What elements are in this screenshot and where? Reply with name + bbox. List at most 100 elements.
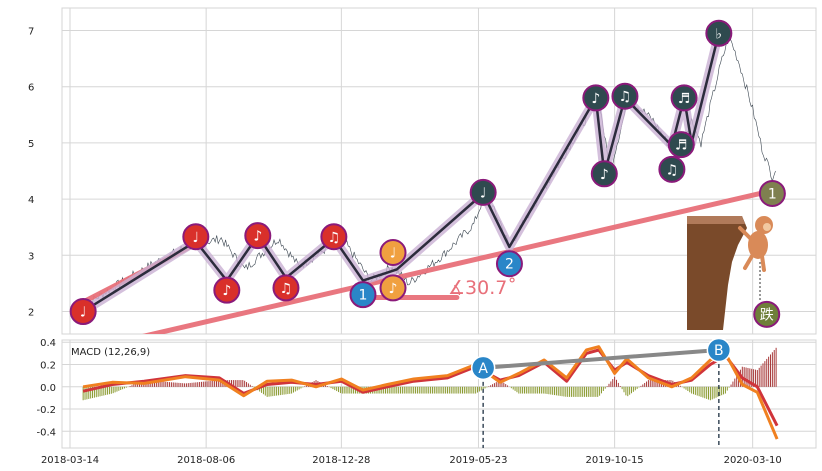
macd-hist-bar bbox=[431, 386, 433, 394]
macd-hist-bar bbox=[261, 386, 263, 393]
macd-hist-bar bbox=[768, 356, 770, 387]
macd-hist-bar bbox=[154, 380, 156, 387]
macd-hist-bar bbox=[231, 380, 233, 387]
macd-hist-bar bbox=[304, 386, 306, 387]
macd-hist-bar bbox=[531, 386, 533, 394]
macd-hist-bar bbox=[493, 383, 495, 387]
macd-hist-bar bbox=[572, 386, 574, 397]
note-marker-glyph: ♩ bbox=[390, 246, 397, 262]
macd-hist-bar bbox=[135, 383, 137, 387]
macd-hist-bar bbox=[646, 381, 648, 387]
macd-hist-bar bbox=[238, 380, 240, 387]
x-tick-label: 2019-10-15 bbox=[586, 455, 644, 466]
macd-hist-bar bbox=[642, 384, 644, 387]
x-tick-label: 2018-03-14 bbox=[41, 455, 99, 466]
macd-hist-bar bbox=[700, 386, 702, 397]
macd-hist-bar bbox=[347, 386, 349, 394]
macd-hist-bar bbox=[137, 382, 139, 387]
macd-hist-bar bbox=[492, 384, 494, 387]
note-marker bbox=[658, 155, 686, 183]
macd-hist-bar bbox=[242, 380, 244, 387]
macd-hist-bar bbox=[341, 386, 343, 394]
macd-hist-bar bbox=[430, 386, 432, 394]
macd-hist-bar bbox=[441, 386, 443, 394]
macd-hist-bar bbox=[638, 386, 640, 388]
macd-hist-bar bbox=[88, 386, 90, 399]
macd-hist-bar bbox=[199, 382, 201, 387]
macd-hist-bar bbox=[758, 367, 760, 387]
label-layer: 2 3 4 5 6 7 0.4 0.2 0.0 -0.2 -0.4 2018-03-14 2018-08… bbox=[28, 26, 782, 466]
macd-hist-bar bbox=[617, 382, 619, 387]
macd-hist-bar bbox=[131, 385, 133, 387]
x-tick-label: 2018-08-06 bbox=[177, 455, 235, 466]
macd-hist-bar bbox=[507, 385, 509, 387]
signal-connector bbox=[481, 348, 721, 370]
macd-hist-bar bbox=[520, 386, 522, 394]
macd-hist-bar bbox=[610, 381, 612, 387]
macd-hist-bar bbox=[189, 382, 191, 387]
macd-hist-bar bbox=[332, 386, 334, 390]
x-tick-label: 2019-05-23 bbox=[449, 455, 507, 466]
macd-hist-bar bbox=[277, 386, 279, 396]
note-marker bbox=[379, 239, 407, 266]
macd-hist-bar bbox=[170, 382, 172, 387]
macd-hist-bar bbox=[193, 382, 195, 387]
macd-hist-bar bbox=[390, 386, 392, 394]
macd-hist-bar bbox=[709, 386, 711, 401]
macd-hist-bar bbox=[338, 386, 340, 393]
macd-hist-bar bbox=[533, 386, 535, 394]
macd-plot-area bbox=[82, 345, 779, 440]
macd-hist-bar bbox=[514, 386, 516, 391]
macd-hist-bar bbox=[495, 382, 497, 387]
macd-hist-bar bbox=[724, 386, 726, 394]
macd-hist-bar bbox=[262, 386, 264, 395]
macd-hist-bar bbox=[129, 385, 131, 387]
macd-hist-bar bbox=[270, 386, 272, 397]
macd-hist-bar bbox=[614, 376, 616, 387]
macd-hist-bar bbox=[178, 382, 180, 387]
price-y-tick-label: 4 bbox=[28, 195, 34, 206]
macd-hist-bar bbox=[187, 383, 189, 387]
macd-hist-bar bbox=[176, 382, 178, 387]
macd-hist-bar bbox=[503, 382, 505, 387]
macd-hist-bar bbox=[647, 380, 649, 387]
note-marker bbox=[320, 223, 348, 251]
macd-hist-bar bbox=[469, 386, 471, 394]
macd-hist-bar bbox=[458, 386, 460, 394]
macd-hist-bar bbox=[589, 386, 591, 397]
macd-hist-bar bbox=[215, 380, 217, 387]
macd-hist-bar bbox=[152, 380, 154, 387]
macd-panel-frame bbox=[61, 339, 817, 449]
macd-hist-bar bbox=[683, 386, 685, 389]
macd-hist-bar bbox=[753, 369, 755, 387]
macd-hist-bar bbox=[95, 386, 97, 398]
note-marker-glyph: ♬ bbox=[675, 138, 688, 154]
macd-hist-bar bbox=[721, 386, 723, 396]
macd-hist-bar bbox=[497, 381, 499, 387]
note-marker bbox=[69, 298, 97, 326]
macd-hist-bar bbox=[632, 386, 634, 392]
macd-hist-bar bbox=[631, 386, 633, 394]
marker-layer: ♩ ♩ ♪ ♪ ♫ ♫ 1 ♩ ♪ ♩ 2 ♪ ♪ ♫ ♫ ♬ ♬ ♭ 1 跌 bbox=[69, 19, 786, 328]
note-marker-glyph: ♪ bbox=[600, 167, 609, 183]
macd-hist-bar bbox=[114, 386, 116, 393]
macd-hist-bar bbox=[766, 358, 768, 387]
macd-hist-bar bbox=[354, 386, 356, 394]
macd-hist-bar bbox=[743, 367, 745, 387]
macd-hist-bar bbox=[291, 386, 293, 394]
note-marker-glyph: ♪ bbox=[222, 283, 231, 299]
price-y-tick-label: 5 bbox=[28, 139, 34, 150]
macd-hist-bar bbox=[702, 386, 704, 398]
note-marker bbox=[667, 131, 695, 159]
macd-hist-bar bbox=[99, 386, 101, 397]
macd-hist-bar bbox=[736, 375, 738, 387]
macd-hist-bar bbox=[276, 386, 278, 396]
macd-hist-bar bbox=[125, 386, 127, 388]
macd-hist-bar bbox=[527, 386, 529, 394]
macd-hist-bar bbox=[110, 386, 112, 394]
macd-hist-bar bbox=[525, 386, 527, 394]
macd-hist-bar bbox=[769, 354, 771, 387]
macd-hist-bar bbox=[383, 386, 385, 394]
macd-hist-bar bbox=[460, 386, 462, 394]
macd-hist-bar bbox=[591, 386, 593, 397]
